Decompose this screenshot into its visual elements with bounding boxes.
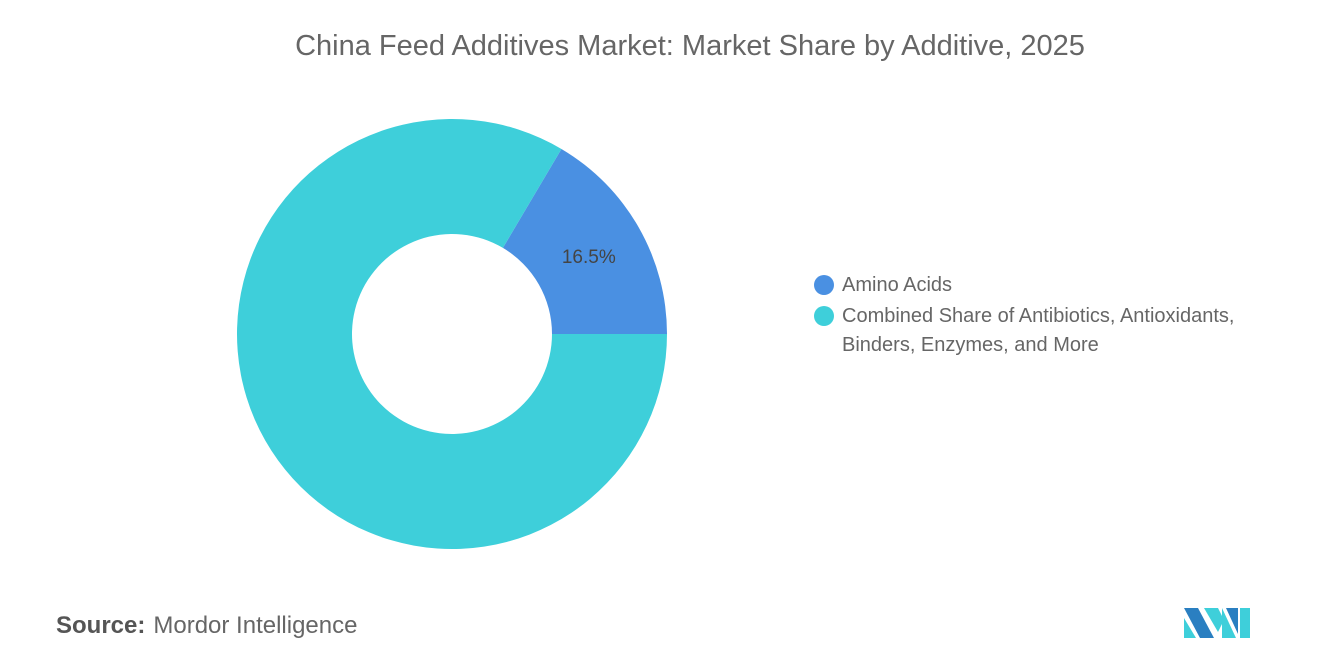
legend-label: Combined Share of Antibiotics, Antioxida… [842, 305, 1235, 356]
legend-item: Amino Acids [814, 271, 1272, 300]
source-line: Source: Mordor Intelligence [56, 612, 357, 640]
donut-slice [237, 118, 667, 549]
source-value: Mordor Intelligence [153, 612, 358, 639]
mordor-logo-icon [1184, 608, 1250, 638]
chart-title: China Feed Additives Market: Market Shar… [295, 30, 1085, 62]
donut-slice [502, 148, 667, 334]
legend-swatch-icon [814, 275, 834, 295]
legend-item: Combined Share of Antibiotics, Antioxida… [814, 302, 1272, 360]
legend-label: Amino Acids [842, 274, 953, 296]
legend: Amino Acids Combined Share of Antibiotics… [814, 271, 1272, 362]
slice-data-label: 16.5% [562, 247, 616, 268]
source-label: Source: [56, 612, 146, 639]
legend-swatch-icon [814, 306, 834, 326]
